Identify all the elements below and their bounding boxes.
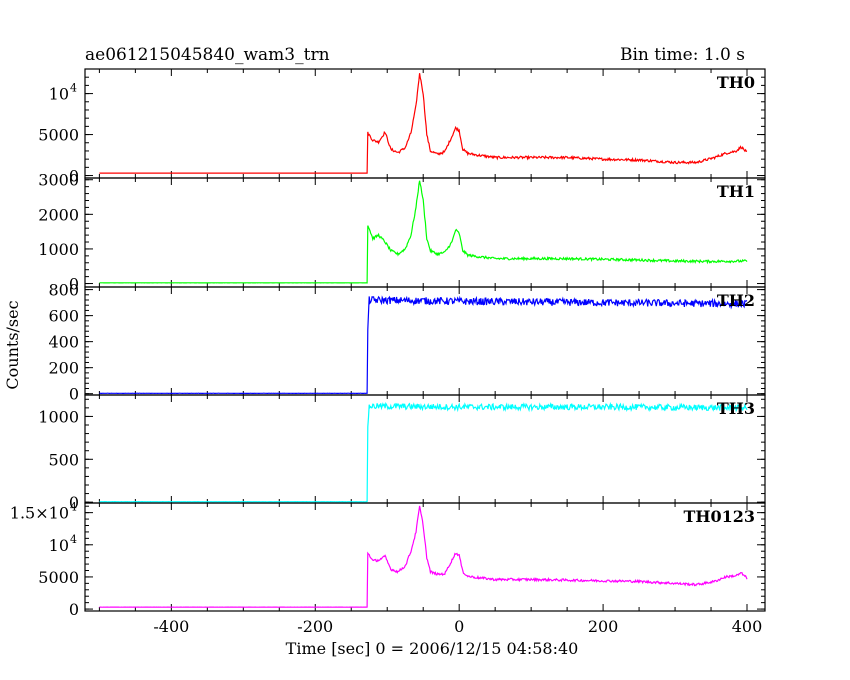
y-tick-label: 0 bbox=[69, 167, 79, 186]
x-tick-label: 200 bbox=[588, 617, 619, 636]
panel-label-th0123: TH0123 bbox=[683, 507, 755, 526]
y-tick-label: 0 bbox=[69, 600, 79, 619]
x-tick-label: 0 bbox=[454, 617, 464, 636]
x-tick-label: 400 bbox=[732, 617, 763, 636]
series-line-th0123 bbox=[99, 505, 748, 608]
y-tick-label: 0 bbox=[69, 493, 79, 512]
y-tick-label: 1000 bbox=[38, 240, 79, 259]
panel-frame-th1 bbox=[84, 177, 766, 288]
y-tick-label: 5000 bbox=[38, 126, 79, 145]
x-tick-label: -400 bbox=[153, 617, 189, 636]
bin-time-label: Bin time: 1.0 s bbox=[620, 45, 745, 65]
y-tick-label: 600 bbox=[48, 307, 79, 326]
x-axis-label: Time [sec] 0 = 2006/12/15 04:58:40 bbox=[286, 639, 579, 658]
panel-frame-th0123 bbox=[84, 502, 766, 612]
y-tick-label: 800 bbox=[48, 281, 79, 300]
panel-label-th3: TH3 bbox=[717, 399, 755, 418]
y-tick-label: 10 bbox=[49, 536, 69, 555]
panel-label-th0: TH0 bbox=[717, 73, 755, 92]
y-tick-label-exponent: 4 bbox=[70, 82, 77, 95]
y-tick-label-exponent: 4 bbox=[70, 501, 77, 514]
y-tick-label: 2000 bbox=[38, 205, 79, 224]
panel-label-th2: TH2 bbox=[717, 291, 755, 310]
y-axis-label: Counts/sec bbox=[3, 300, 22, 389]
series-line-th1 bbox=[99, 180, 748, 284]
panel-frame-th3 bbox=[84, 394, 766, 504]
series-line-th0 bbox=[99, 73, 748, 174]
series-line-th2 bbox=[99, 295, 748, 395]
panel-label-th1: TH1 bbox=[717, 182, 755, 201]
y-tick-label: 1000 bbox=[38, 407, 79, 426]
y-tick-label: 3000 bbox=[38, 171, 79, 190]
y-tick-label: 400 bbox=[48, 333, 79, 352]
x-tick-label: -200 bbox=[297, 617, 333, 636]
panel-frame-th0 bbox=[84, 68, 766, 179]
chart-title: ae061215045840_wam3_trn bbox=[85, 45, 330, 65]
y-tick-label: 500 bbox=[48, 450, 79, 469]
y-tick-label: 1.5×10 bbox=[10, 504, 69, 523]
y-tick-label: 200 bbox=[48, 359, 79, 378]
y-tick-label: 0 bbox=[69, 275, 79, 294]
y-tick-label: 0 bbox=[69, 385, 79, 404]
y-tick-label: 5000 bbox=[38, 568, 79, 587]
y-tick-label-exponent: 4 bbox=[70, 533, 77, 546]
y-tick-label: 10 bbox=[49, 85, 69, 104]
series-line-th3 bbox=[99, 401, 748, 503]
